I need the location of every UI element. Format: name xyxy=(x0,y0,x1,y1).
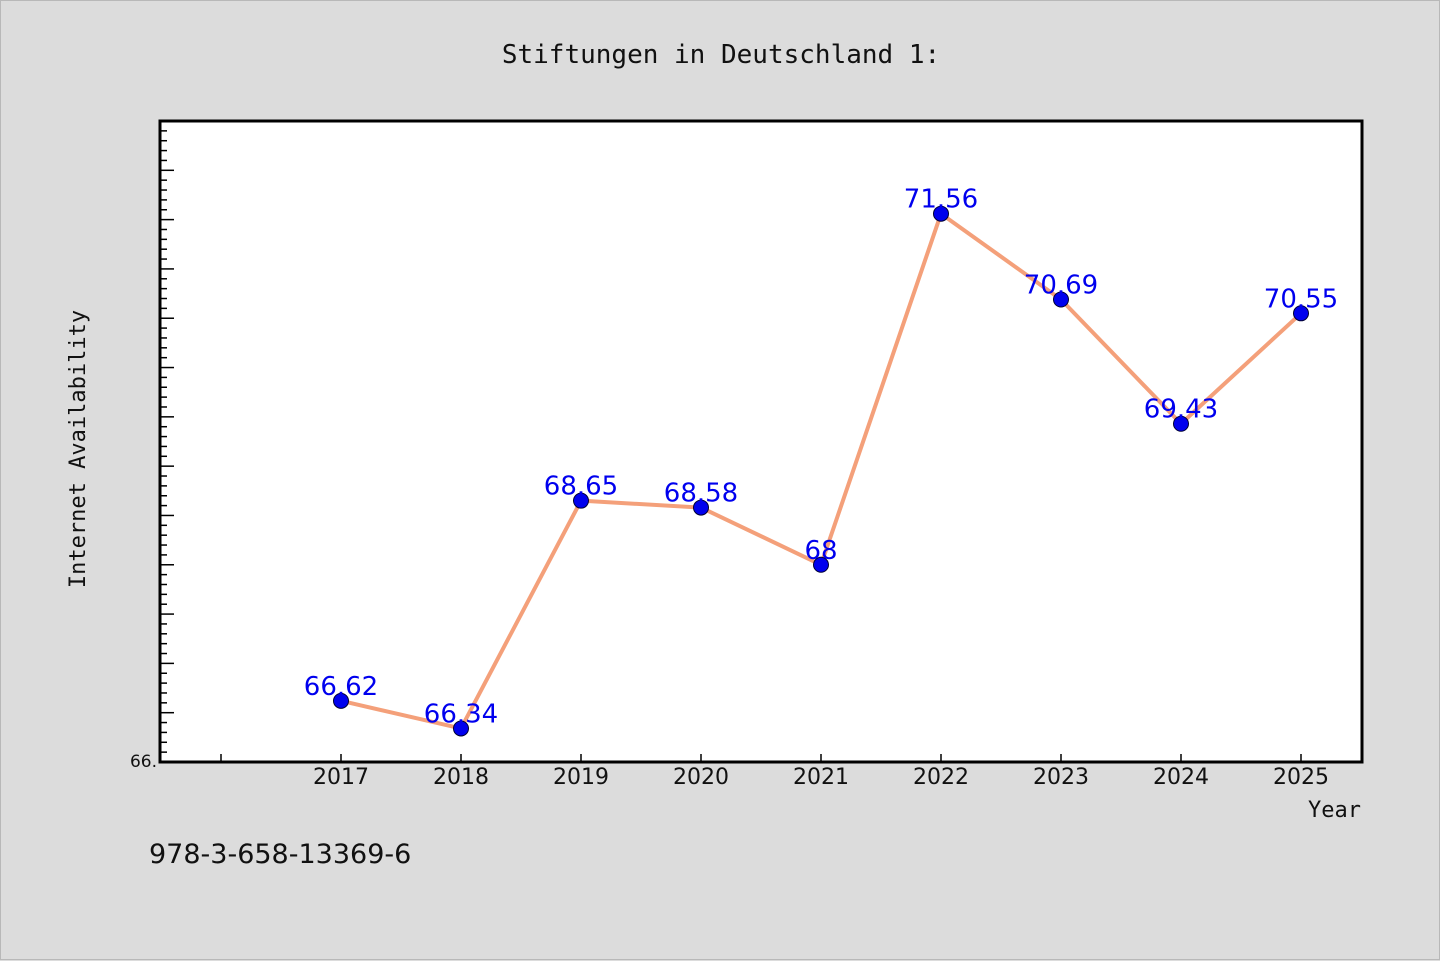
data-label: 70.55 xyxy=(1264,284,1338,314)
x-tick-label: 2017 xyxy=(313,765,369,790)
data-label: 68.58 xyxy=(664,479,738,509)
data-point xyxy=(693,499,709,516)
data-point xyxy=(333,692,349,709)
data-point xyxy=(453,720,469,737)
y-axis-title: Internet Availability xyxy=(66,310,91,588)
plot-area xyxy=(158,119,1364,764)
data-label: 71.56 xyxy=(904,185,978,215)
data-point xyxy=(1173,415,1189,432)
data-label: 66.62 xyxy=(304,672,378,702)
x-tick-label: 2020 xyxy=(673,765,729,790)
x-axis-ticks xyxy=(220,754,1302,762)
data-label: 66.34 xyxy=(424,699,498,729)
data-point xyxy=(1293,305,1309,322)
data-points xyxy=(333,205,1309,737)
x-axis-title: Year xyxy=(1308,798,1361,823)
data-labels: 66.62 66.34 68.65 68.58 68 71.56 70.69 69.43 70.… xyxy=(304,185,1338,730)
x-tick-label: 2018 xyxy=(433,765,489,790)
data-point xyxy=(933,205,949,222)
y-axis-min-label: 66. xyxy=(130,752,157,772)
x-tick-label: 2021 xyxy=(793,765,849,790)
x-tick-label: 2023 xyxy=(1033,765,1089,790)
x-tick-label: 2024 xyxy=(1153,765,1209,790)
data-label: 68 xyxy=(804,536,837,566)
isbn-footer: 978-3-658-13369-6 xyxy=(149,839,411,870)
data-label: 70.69 xyxy=(1024,270,1098,300)
y-axis-ticks xyxy=(160,120,174,763)
data-label: 69.43 xyxy=(1144,395,1218,425)
x-tick-label: 2025 xyxy=(1273,765,1329,790)
x-axis-tick-labels: 2017 2018 2019 2020 2021 2022 2023 2024 2025 xyxy=(313,765,1329,790)
data-point xyxy=(813,556,829,573)
x-tick-label: 2019 xyxy=(553,765,609,790)
data-point xyxy=(1053,291,1069,308)
chart-title: Stiftungen in Deutschland 1: xyxy=(502,40,940,70)
data-point xyxy=(573,492,589,509)
x-tick-label: 2022 xyxy=(913,765,969,790)
data-label: 68.65 xyxy=(544,472,618,502)
